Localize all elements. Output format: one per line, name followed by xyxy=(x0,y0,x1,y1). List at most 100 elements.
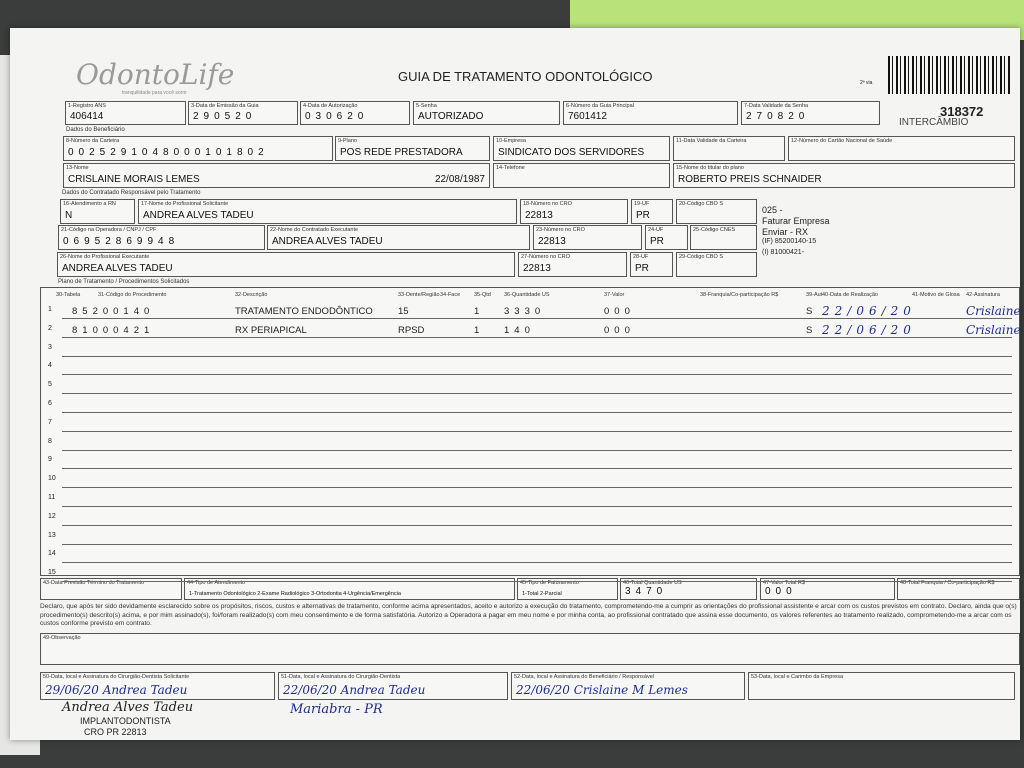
field-label: 5-Senha xyxy=(416,103,437,109)
field-label: 16-Atendimento a RN xyxy=(63,201,116,207)
field-value: PR xyxy=(635,263,649,274)
field-label: 51-Data, local e Assinatura do Cirurgião… xyxy=(281,674,401,680)
procedure-cell: 140 xyxy=(504,324,535,336)
field-box: 24-UF PR xyxy=(645,225,688,250)
field-box: 1-Registro ANS 406414 xyxy=(65,101,186,125)
field-box: 45-Tipo de Faturamento 1-Total 2-Parcial xyxy=(517,578,618,600)
field-label: 14-Telefone xyxy=(496,165,525,171)
field-box: 6-Número da Guia Principal 7601412 xyxy=(563,101,738,125)
row-line xyxy=(62,318,1012,319)
field-label: 21-Código na Operadora / CNPJ / CPF xyxy=(61,227,157,233)
field-value: 29/06/20 Andrea Tadeu xyxy=(45,683,188,697)
field-label: 45-Tipo de Faturamento xyxy=(520,580,579,586)
side-note: Enviar - RX xyxy=(762,227,809,237)
field-value: SINDICATO DOS SERVIDORES xyxy=(498,147,645,158)
procedure-cell: S xyxy=(806,306,813,317)
field-label: 4-Data de Autorização xyxy=(303,103,358,109)
field-value: 1-Tratamento Odontológico 2-Exame Radiol… xyxy=(189,591,401,597)
row-line xyxy=(62,430,1012,432)
section-title: Plano de Tratamento / Procedimentos Soli… xyxy=(58,279,190,285)
stamp-role: IMPLANTODONTISTA xyxy=(80,716,171,726)
row-line xyxy=(62,393,1012,395)
row-line xyxy=(62,468,1012,470)
field-value: ANDREA ALVES TADEU xyxy=(62,263,173,274)
field-value: 7601412 xyxy=(568,111,607,122)
field-label: 23-Número no CRO xyxy=(536,227,585,233)
field-label: 50-Data, local e Assinatura do Cirurgião… xyxy=(43,674,190,680)
section-title: Dados do Beneficiário xyxy=(66,127,125,133)
field-box: 47-Valor Total R$ 000 xyxy=(760,578,895,600)
field-box: 10-Empresa SINDICATO DOS SERVIDORES xyxy=(493,136,670,161)
field-label: 52-Data, local e Assinatura do Beneficiá… xyxy=(514,674,655,680)
field-label: 12-Número do Cartão Nacional de Saúde xyxy=(791,138,893,144)
procedure-cell: S xyxy=(806,324,813,336)
procedure-cell: 1 xyxy=(48,306,52,313)
barcode xyxy=(888,56,1012,94)
field-box: 12-Número do Cartão Nacional de Saúde xyxy=(788,136,1015,161)
procedure-cell: 15 xyxy=(398,306,409,317)
field-value: 3470 xyxy=(625,586,668,597)
procedure-cell: 000 xyxy=(604,324,635,336)
field-label: 24-UF xyxy=(648,227,664,233)
field-value: 22813 xyxy=(538,236,566,247)
procedure-cell: 9 xyxy=(48,456,52,464)
field-label: 1-Registro ANS xyxy=(68,103,106,109)
exchange: INTERCÂMBIO xyxy=(899,117,969,128)
guide-number: 318372 xyxy=(940,104,984,119)
column-header: 36-Quantidade US xyxy=(504,292,550,298)
procedure-cell: 12 xyxy=(48,512,56,520)
field-box: 22-Nome do Contratado Executante ANDREA A… xyxy=(267,225,530,250)
field-box: 28-UF PR xyxy=(630,252,673,277)
field-label: 10-Empresa xyxy=(496,138,526,144)
field-box: 48-Total Franquia / Co-participação R$ xyxy=(897,578,1020,600)
field-label: 7-Data Validade da Senha xyxy=(744,103,809,109)
field-box: 14-Telefone xyxy=(493,163,670,188)
field-label: 19-UF xyxy=(634,201,650,207)
column-header: 38-Franquia/Co-participação R$ xyxy=(700,292,779,298)
field-value: 22813 xyxy=(523,263,551,274)
field-label: 20-Código CBO S xyxy=(679,201,724,207)
field-label: 47-Valor Total R$ xyxy=(763,580,805,586)
form-title: GUIA DE TRATAMENTO ODONTOLÓGICO xyxy=(398,69,653,84)
field-label: 8-Número da Carteira xyxy=(66,138,120,144)
procedure-cell: TRATAMENTO ENDODÔNTICO xyxy=(235,306,373,317)
field-value: 0025291048000101802 xyxy=(68,147,269,158)
field-box: 29-Código CBO S xyxy=(676,252,757,277)
field-value: 290520 xyxy=(193,111,257,122)
procedure-cell: 5 xyxy=(48,381,52,389)
column-header: 41-Motivo de Glosa xyxy=(912,292,960,298)
field-label: 17-Nome do Profissional Solicitante xyxy=(141,201,229,207)
procedure-cell: 11 xyxy=(48,494,56,501)
field-box: 50-Data, local e Assinatura do Cirurgião… xyxy=(40,672,275,700)
field-box: 23-Número no CRO 22813 xyxy=(533,225,642,250)
row-line xyxy=(62,449,1012,451)
row-line xyxy=(62,562,1012,564)
row-line xyxy=(62,506,1012,507)
field-box: 8-Número da Carteira 0025291048000101802 xyxy=(63,136,333,161)
logo: OdontoLife xyxy=(76,58,235,91)
field-value: ANDREA ALVES TADEU xyxy=(272,236,383,247)
procedure-cell: 2 xyxy=(48,324,52,332)
field-box: 46-Total Quantidade US 3470 xyxy=(620,578,757,600)
field-label: 46-Total Quantidade US xyxy=(623,580,682,586)
field-box: 52-Data, local e Assinatura do Beneficiá… xyxy=(511,672,745,700)
field-box: 25-Código CNES xyxy=(690,225,757,250)
column-header: 31-Código do Procedimento xyxy=(98,292,167,298)
column-header: 40-Data de Realização xyxy=(822,292,878,298)
stamp-name: Andrea Alves Tadeu xyxy=(62,700,194,715)
copy-mark: 2ª via xyxy=(860,80,873,86)
procedure-cell: Crislaine xyxy=(966,304,1021,318)
field-box: 44-Tipo de Atendimento 1-Tratamento Odont… xyxy=(184,578,515,600)
field-box: 4-Data de Autorização 030620 xyxy=(300,101,410,125)
field-box: 16-Atendimento a RN N xyxy=(60,199,135,224)
field-label: 28-UF xyxy=(633,254,649,260)
procedure-cell: 8 xyxy=(48,437,52,445)
field-label: 43-Data Previsão Término do Tratamento xyxy=(43,580,145,586)
row-line xyxy=(62,336,1012,338)
procedure-cell: RPSD xyxy=(398,324,425,336)
field-box: 13-Nome CRISLAINE MORAIS LEMES 22/08/1987 xyxy=(63,163,490,188)
procedure-cell: 15 xyxy=(48,569,56,577)
procedure-cell: 22/06/20 xyxy=(822,322,916,337)
column-header: 32-Descrição xyxy=(235,292,268,298)
